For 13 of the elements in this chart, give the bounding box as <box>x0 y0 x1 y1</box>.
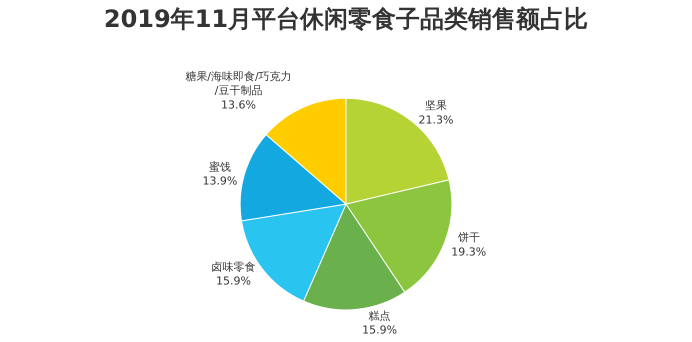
data-label: 21.3% <box>418 113 454 126</box>
data-label: 15.9% <box>216 274 251 288</box>
slice-label: 坚果 <box>425 99 448 112</box>
slice-label: 糖果/海味即食/巧克力/豆干制品 <box>185 70 292 98</box>
slice-label: 糕点 <box>368 309 391 322</box>
chart-title: 2019年11月平台休闲零食子品类销售额占比 <box>104 5 588 34</box>
data-label: 13.9% <box>202 174 238 188</box>
data-label: 15.9% <box>362 324 398 337</box>
slice-label: 蜜饯 <box>208 160 231 174</box>
slice-label: 卤味零食 <box>211 260 256 274</box>
slice-label: 饼干 <box>456 231 480 244</box>
data-label: 13.6% <box>221 98 256 112</box>
data-label: 19.3% <box>451 245 486 258</box>
